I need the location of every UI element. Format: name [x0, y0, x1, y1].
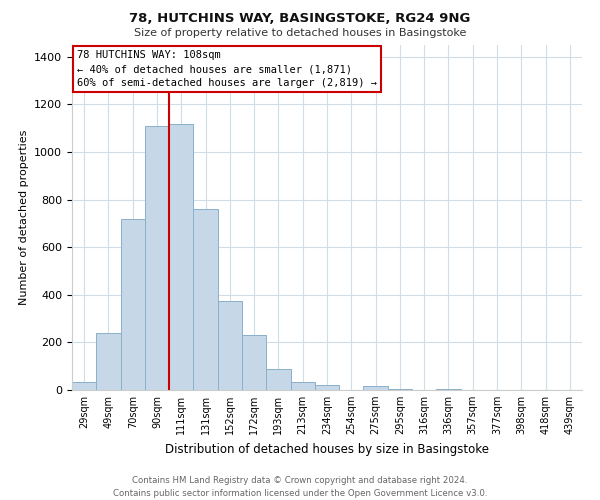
Bar — [218, 301, 242, 390]
Y-axis label: Number of detached properties: Number of detached properties — [19, 130, 29, 305]
Bar — [388, 389, 412, 390]
Bar — [364, 386, 388, 390]
Bar — [436, 389, 461, 390]
Bar — [266, 368, 290, 390]
Bar — [193, 209, 218, 390]
Text: Contains HM Land Registry data © Crown copyright and database right 2024.
Contai: Contains HM Land Registry data © Crown c… — [113, 476, 487, 498]
Bar — [290, 382, 315, 390]
Bar — [315, 385, 339, 390]
X-axis label: Distribution of detached houses by size in Basingstoke: Distribution of detached houses by size … — [165, 442, 489, 456]
Bar — [96, 333, 121, 390]
Bar — [121, 218, 145, 390]
Text: 78 HUTCHINS WAY: 108sqm
← 40% of detached houses are smaller (1,871)
60% of semi: 78 HUTCHINS WAY: 108sqm ← 40% of detache… — [77, 50, 377, 88]
Bar — [169, 124, 193, 390]
Bar — [145, 126, 169, 390]
Bar — [242, 336, 266, 390]
Text: 78, HUTCHINS WAY, BASINGSTOKE, RG24 9NG: 78, HUTCHINS WAY, BASINGSTOKE, RG24 9NG — [130, 12, 470, 26]
Bar — [72, 382, 96, 390]
Text: Size of property relative to detached houses in Basingstoke: Size of property relative to detached ho… — [134, 28, 466, 38]
